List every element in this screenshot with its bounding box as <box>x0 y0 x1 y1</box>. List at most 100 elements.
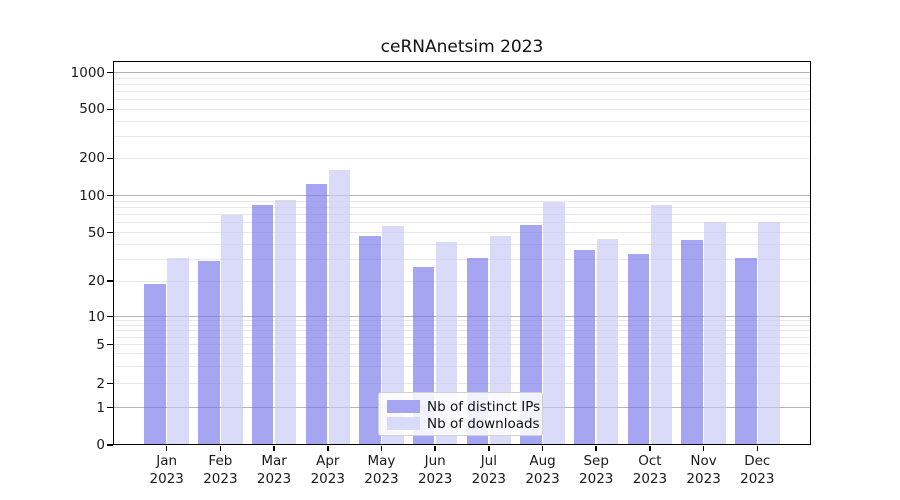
y-tick <box>107 280 113 282</box>
bar-distinct-ips-oct <box>627 254 650 445</box>
x-tick-year: 2023 <box>632 471 668 487</box>
bar-distinct-ips-sep <box>573 249 596 445</box>
y-tick <box>107 382 113 385</box>
gridline <box>114 232 810 233</box>
x-tick-year: 2023 <box>149 471 184 487</box>
x-tick-month: Jun <box>424 453 446 469</box>
x-tick <box>702 446 705 451</box>
y-tick <box>107 231 113 234</box>
x-tick-year: 2023 <box>417 471 453 487</box>
gridline <box>114 259 810 261</box>
x-tick-label: Jun 2023 <box>407 452 463 488</box>
bar-downloads-jan <box>167 257 189 445</box>
y-tick <box>107 315 113 318</box>
y-tick-label: 1000 <box>70 64 105 81</box>
y-tick <box>107 343 113 346</box>
legend-item-downloads: Nb of downloads <box>387 415 542 432</box>
gridline <box>114 195 810 197</box>
x-tick-month: Mar <box>261 453 287 469</box>
x-tick-month: Dec <box>744 453 771 469</box>
y-tick-label: 2 <box>96 375 105 392</box>
x-tick-year: 2023 <box>740 471 775 487</box>
x-tick-label: Jul 2023 <box>461 452 517 488</box>
gridline <box>114 214 810 216</box>
x-tick-label: Sep 2023 <box>568 452 624 488</box>
x-tick-year: 2023 <box>256 471 292 487</box>
gridline <box>114 99 810 101</box>
x-tick-label: Aug 2023 <box>515 452 571 488</box>
x-tick-month: Oct <box>638 453 662 469</box>
x-tick <box>219 446 222 451</box>
y-tick-label: 10 <box>87 308 105 325</box>
legend-item-distinct-ips: Nb of distinct IPs <box>387 398 542 415</box>
x-tick-month: May <box>367 453 396 469</box>
bar-distinct-ips-aug <box>520 224 542 445</box>
x-tick-month: Feb <box>208 453 233 469</box>
x-tick <box>273 446 275 451</box>
x-tick <box>756 446 759 451</box>
bar-downloads-apr <box>328 170 351 445</box>
bar-downloads-oct <box>650 204 673 445</box>
gridline <box>114 157 810 159</box>
gridline <box>114 207 810 209</box>
legend-label-distinct-ips: Nb of distinct IPs <box>427 398 541 415</box>
x-tick-year: 2023 <box>364 471 399 487</box>
x-tick-month: Aug <box>529 453 556 469</box>
x-tick-year: 2023 <box>471 471 507 487</box>
x-tick <box>165 446 168 451</box>
gridline <box>114 330 810 332</box>
bar-downloads-may <box>382 226 404 445</box>
x-tick <box>649 446 651 451</box>
y-tick <box>107 71 113 74</box>
y-tick <box>107 108 113 111</box>
gridline <box>114 200 810 202</box>
x-tick-year: 2023 <box>203 471 238 487</box>
gridline <box>114 91 810 93</box>
x-tick-month: Jan <box>156 453 178 469</box>
legend-label-downloads: Nb of downloads <box>427 415 540 432</box>
bar-distinct-ips-nov <box>681 240 703 445</box>
gridline <box>114 365 810 367</box>
gridline <box>114 353 810 355</box>
gridline <box>114 243 810 245</box>
legend-swatch-downloads <box>387 417 420 430</box>
bar-downloads-dec <box>758 221 780 445</box>
bar-downloads-sep <box>596 239 619 445</box>
gridline <box>114 136 810 138</box>
gridline <box>114 383 810 384</box>
x-tick-month: Nov <box>690 453 717 469</box>
y-tick-label: 100 <box>79 187 105 204</box>
x-tick-month: Sep <box>583 453 609 469</box>
bar-downloads-aug <box>543 202 565 445</box>
legend-swatch-distinct-ips <box>387 400 420 413</box>
x-tick-year: 2023 <box>579 471 614 487</box>
x-tick-year: 2023 <box>310 471 345 487</box>
y-tick <box>107 157 113 160</box>
gridline <box>114 72 810 74</box>
gridline <box>114 316 810 317</box>
x-tick <box>595 446 597 451</box>
y-tick-label: 50 <box>87 224 105 241</box>
bar-downloads-nov <box>704 221 726 445</box>
bar-distinct-ips-dec <box>735 257 757 445</box>
gridline <box>114 120 810 122</box>
x-tick-label: Jan 2023 <box>139 452 195 488</box>
bar-distinct-ips-feb <box>198 261 220 445</box>
bar-distinct-ips-may <box>359 235 381 445</box>
y-tick-label: 20 <box>87 273 105 289</box>
bar-distinct-ips-jan <box>144 283 166 445</box>
x-tick <box>380 446 383 451</box>
bar-downloads-feb <box>221 214 243 445</box>
y-tick <box>107 194 113 197</box>
x-tick-label: Nov 2023 <box>676 452 732 488</box>
gridline <box>114 83 810 85</box>
x-tick-label: Mar 2023 <box>246 452 302 488</box>
gridline <box>114 325 810 326</box>
x-tick-year: 2023 <box>686 471 721 487</box>
gridline <box>114 280 810 282</box>
x-tick-label: Apr 2023 <box>300 452 356 488</box>
y-tick-label: 5 <box>96 336 105 353</box>
x-tick-label: Feb 2023 <box>192 452 248 488</box>
gridline <box>114 77 810 79</box>
y-tick-label: 1 <box>96 399 105 416</box>
